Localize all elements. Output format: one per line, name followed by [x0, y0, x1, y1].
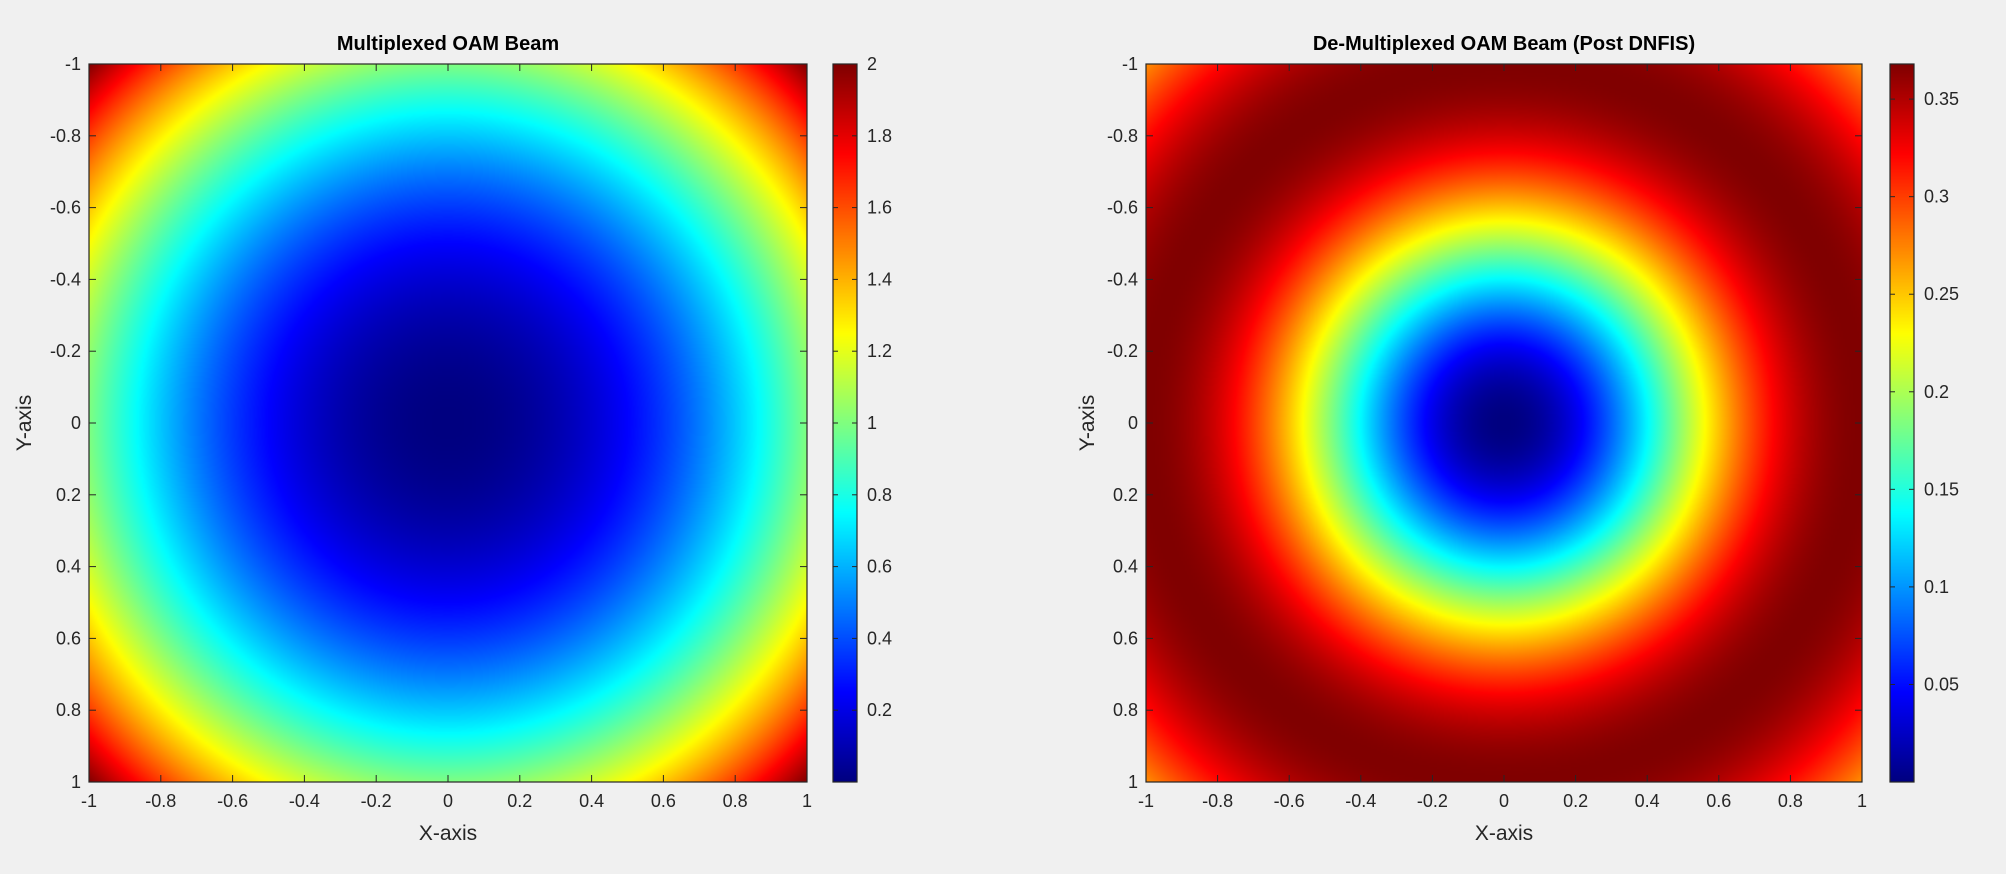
x-tick-label: -0.8: [145, 791, 176, 811]
chart2-x-axis-label: X-axis: [1475, 822, 1533, 845]
y-tick-label: 0.4: [56, 557, 81, 577]
colorbar-tick-label: 1.6: [867, 198, 892, 218]
colorbar-tick-label: 0.25: [1924, 284, 1959, 304]
x-tick-label: 0.2: [1563, 791, 1588, 811]
x-tick-label: 0.8: [1778, 791, 1803, 811]
colorbar-tick-label: 2: [867, 54, 877, 74]
colorbar-tick-label: 0.1: [1924, 577, 1949, 597]
chart2-title: De-Multiplexed OAM Beam (Post DNFIS): [1313, 33, 1695, 55]
chart1-title: Multiplexed OAM Beam: [337, 33, 559, 55]
y-tick-label: -0.4: [50, 269, 81, 289]
x-tick-label: -0.8: [1202, 791, 1233, 811]
colorbar-tick-label: 0.2: [1924, 382, 1949, 402]
x-tick-label: -0.6: [217, 791, 248, 811]
y-tick-label: 1: [71, 772, 81, 792]
chart1-heatmap: [89, 64, 807, 782]
y-tick-label: 0.6: [56, 628, 81, 648]
y-tick-label: -0.6: [1107, 198, 1138, 218]
y-tick-label: -0.4: [1107, 269, 1138, 289]
y-tick-label: -1: [1122, 54, 1138, 74]
y-tick-label: 0.8: [1113, 700, 1138, 720]
colorbar-tick-label: 0.15: [1924, 479, 1959, 499]
y-tick-label: -1: [65, 54, 81, 74]
x-tick-label: 0: [1499, 791, 1509, 811]
x-tick-label: -1: [1138, 791, 1154, 811]
chart1-x-ticks: -1 -0.8 -0.6 -0.4 -0.2 0 0.2 0.4 0.6 0.8 1: [81, 64, 812, 811]
colorbar-tick-label: 1.2: [867, 341, 892, 361]
x-tick-label: -0.2: [361, 791, 392, 811]
y-tick-label: -0.2: [50, 341, 81, 361]
colorbar-tick-label: 0.8: [867, 485, 892, 505]
x-tick-label: 1: [802, 791, 812, 811]
y-tick-label: -0.6: [50, 198, 81, 218]
chart2-x-ticks: -1 -0.8 -0.6 -0.4 -0.2 0 0.2 0.4 0.6 0.8 1: [1138, 64, 1867, 811]
chart1-y-ticks: -1 -0.8 -0.6 -0.4 -0.2 0 0.2 0.4 0.6 0.8 1: [50, 54, 807, 792]
y-tick-label: -0.8: [1107, 126, 1138, 146]
colorbar-tick-label: 0.05: [1924, 674, 1959, 694]
x-tick-label: 0: [443, 791, 453, 811]
chart-multiplexed: Multiplexed OAM Beam -1 -0.8 -0.6 -0.4 -0.2 0…: [13, 33, 892, 845]
y-tick-label: 0: [71, 413, 81, 433]
x-tick-label: 0.2: [507, 791, 532, 811]
chart2-colorbar-frame: [1889, 63, 1915, 783]
colorbar-tick-label: 0.2: [867, 700, 892, 720]
y-tick-label: 1: [1128, 772, 1138, 792]
y-tick-label: 0.2: [1113, 485, 1138, 505]
x-tick-label: 0.8: [723, 791, 748, 811]
y-tick-label: 0.6: [1113, 628, 1138, 648]
x-tick-label: 0.4: [579, 791, 604, 811]
y-tick-label: 0.8: [56, 700, 81, 720]
x-tick-label: 0.6: [1706, 791, 1731, 811]
y-tick-label: 0: [1128, 413, 1138, 433]
x-tick-label: -0.6: [1274, 791, 1305, 811]
chart1-heatmap-area: [89, 64, 807, 782]
chart-demultiplexed: De-Multiplexed OAM Beam (Post DNFIS) -1-…: [1076, 33, 1959, 845]
x-tick-label: -0.4: [1345, 791, 1376, 811]
colorbar-tick-label: 1.4: [867, 269, 892, 289]
y-tick-label: 0.2: [56, 485, 81, 505]
y-tick-label: 0.4: [1113, 557, 1138, 577]
colorbar-tick-label: 0.6: [867, 557, 892, 577]
chart1-y-axis-label: Y-axis: [13, 395, 36, 451]
chart2-colorbar-ticks: 0.05 0.1 0.15 0.2 0.25 0.3 0.35: [1890, 89, 1959, 694]
chart1-colorbar-ticks: 0.2 0.4 0.6 0.8 1 1.2 1.4 1.6 1.8 2: [833, 54, 892, 720]
x-tick-label: 1: [1857, 791, 1867, 811]
chart2-y-ticks: -1 -0.8 -0.6 -0.4 -0.2 0 0.2 0.4 0.6 0.8 1: [1107, 54, 1862, 792]
x-tick-label: -0.4: [289, 791, 320, 811]
y-tick-label: -0.2: [1107, 341, 1138, 361]
chart2-colorbar: [1890, 64, 1914, 782]
chart2-heatmap-area: [1146, 64, 1862, 782]
x-tick-label: 0.4: [1635, 791, 1660, 811]
colorbar-tick-label: 0.3: [1924, 187, 1949, 207]
chart2-colorbar-area: [1890, 64, 1914, 782]
colorbar-tick-label: 1: [867, 413, 877, 433]
colorbar-tick-label: 0.35: [1924, 89, 1959, 109]
chart1-x-axis-label: X-axis: [419, 822, 477, 845]
colorbar-tick-label: 0.4: [867, 628, 892, 648]
x-tick-label: -0.2: [1417, 791, 1448, 811]
chart2-heatmap: [1146, 64, 1862, 782]
y-tick-label: -0.8: [50, 126, 81, 146]
x-tick-label: -1: [81, 791, 97, 811]
chart2-y-axis-label: Y-axis: [1076, 395, 1099, 451]
x-tick-label: 0.6: [651, 791, 676, 811]
colorbar-tick-label: 1.8: [867, 126, 892, 146]
